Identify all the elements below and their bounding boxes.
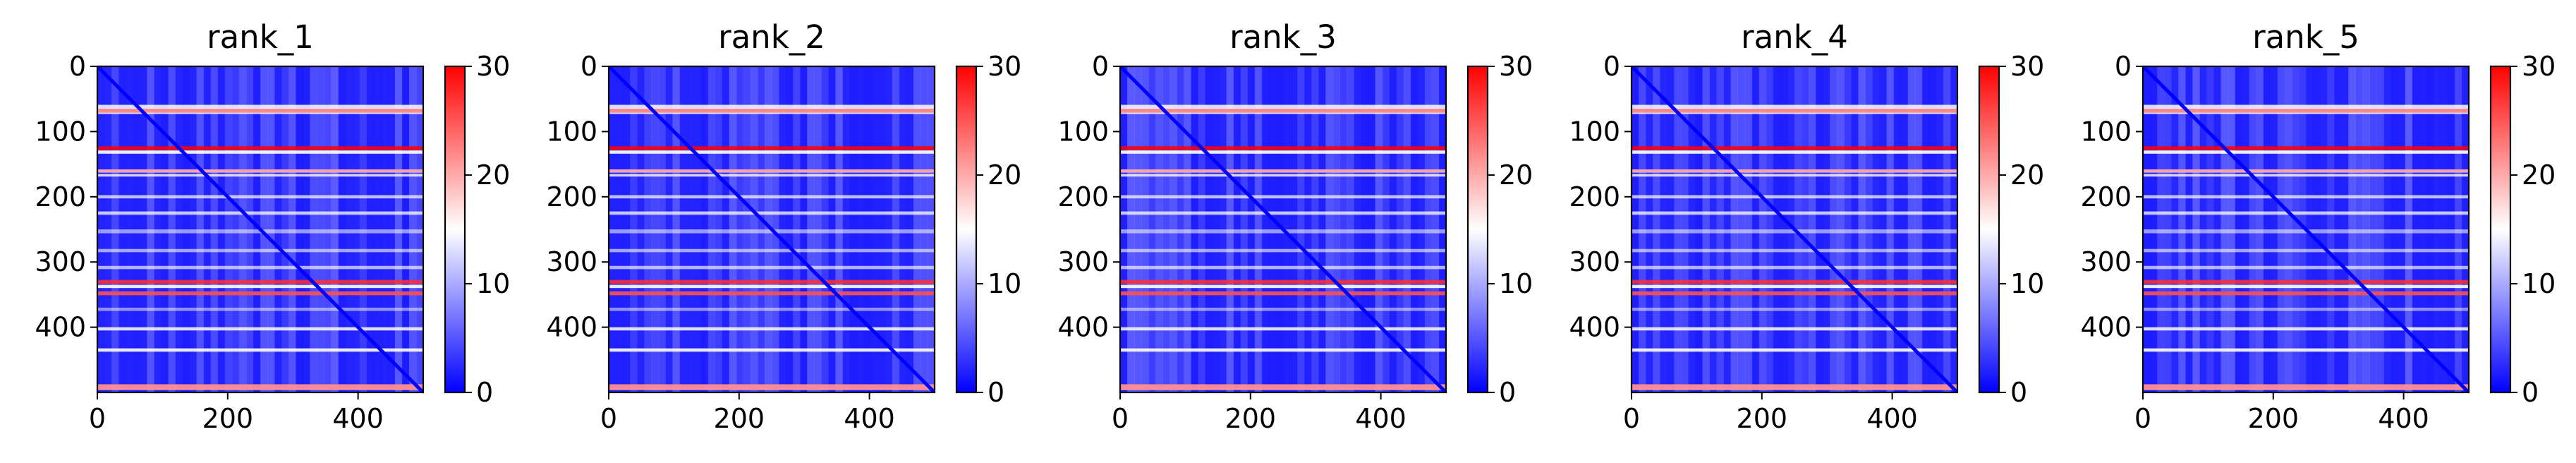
panel-title: rank_3 (1229, 18, 1337, 56)
y-tick-label: 400 (2080, 312, 2132, 343)
y-tick-label: 200 (2080, 181, 2132, 212)
colorbar-tick-label: 0 (988, 377, 1004, 408)
x-tick-label: 0 (1623, 403, 1640, 434)
colorbar: 0 10 20 30 (955, 51, 1021, 408)
x-tick-label: 200 (2248, 403, 2299, 434)
y-tick-label: 400 (1569, 312, 1620, 343)
x-tick-label: 400 (2378, 403, 2429, 434)
colorbar-tick-label: 10 (2522, 268, 2556, 299)
colorbar: 0 10 20 30 (1466, 51, 1533, 408)
colorbar-tick-label: 0 (1499, 377, 1516, 408)
colorbar-tick-label: 30 (2522, 51, 2556, 82)
y-tick-label: 200 (546, 181, 597, 212)
colorbar-tick-label: 30 (476, 51, 510, 82)
colorbar-tick-label: 0 (2522, 377, 2539, 408)
heatmap-image (97, 66, 423, 392)
heatmap-panel-1: rank_1 0 200 400 0 100 200 300 400 0 10 20 30 (35, 18, 510, 434)
y-tick-label: 300 (1569, 246, 1620, 277)
y-tick-label: 100 (2080, 116, 2132, 147)
x-tick-label: 0 (1112, 403, 1129, 434)
colorbar: 0 10 20 30 (2489, 51, 2556, 408)
heatmap-image (1632, 66, 1957, 392)
y-tick-label: 400 (35, 312, 86, 343)
panel-title: rank_5 (2252, 18, 2359, 56)
colorbar-tick-label: 0 (476, 377, 493, 408)
colorbar: 0 10 20 30 (1978, 51, 2044, 408)
y-tick-label: 300 (2080, 246, 2132, 277)
colorbar-tick-label: 20 (476, 160, 510, 191)
heatmap-panel-4: rank_4 0 200 400 0 100 200 300 400 0 10 20 30 (1569, 18, 2044, 434)
x-tick-label: 200 (1225, 403, 1277, 434)
colorbar-tick-label: 30 (1499, 51, 1533, 82)
y-tick-label: 100 (1569, 116, 1620, 147)
colorbar-tick-label: 30 (2010, 51, 2044, 82)
colorbar-tick-label: 10 (2010, 268, 2044, 299)
y-tick-label: 0 (581, 51, 597, 82)
colorbar-tick-label: 30 (988, 51, 1021, 82)
heatmap-image (1120, 66, 1446, 392)
colorbar-tick-label: 20 (2522, 160, 2556, 191)
colorbar-tick-label: 10 (988, 268, 1021, 299)
colorbar-tick-label: 10 (1499, 268, 1533, 299)
heatmap-image (609, 66, 935, 392)
colorbar-tick-label: 20 (2010, 160, 2044, 191)
y-tick-label: 0 (2115, 51, 2132, 82)
y-tick-label: 200 (35, 181, 86, 212)
x-tick-label: 0 (600, 403, 617, 434)
x-tick-label: 200 (1737, 403, 1788, 434)
colorbar-tick-label: 0 (2010, 377, 2027, 408)
x-tick-label: 400 (1355, 403, 1407, 434)
panel-title: rank_1 (207, 18, 314, 56)
colorbar-tick-label: 10 (476, 268, 510, 299)
colorbar-tick-label: 20 (988, 160, 1021, 191)
x-tick-label: 200 (714, 403, 765, 434)
heatmap-panel-5: rank_5 0 200 400 0 100 200 300 400 0 10 20 30 (2080, 18, 2556, 434)
x-tick-label: 400 (1866, 403, 1918, 434)
x-tick-label: 400 (332, 403, 384, 434)
x-tick-label: 200 (202, 403, 254, 434)
y-tick-label: 400 (546, 312, 597, 343)
y-tick-label: 200 (1057, 181, 1109, 212)
heatmap-panel-2: rank_2 0 200 400 0 100 200 300 400 0 10 20 30 (546, 18, 1021, 434)
y-tick-label: 300 (35, 246, 86, 277)
colorbar-tick-label: 20 (1499, 160, 1533, 191)
y-tick-label: 0 (1603, 51, 1620, 82)
panel-title: rank_4 (1741, 18, 1848, 56)
y-tick-label: 0 (1092, 51, 1109, 82)
y-tick-label: 200 (1569, 181, 1620, 212)
y-tick-label: 100 (1057, 116, 1109, 147)
x-tick-label: 400 (844, 403, 895, 434)
y-tick-label: 400 (1057, 312, 1109, 343)
y-tick-label: 100 (546, 116, 597, 147)
colorbar: 0 10 20 30 (444, 51, 510, 408)
x-tick-label: 0 (2134, 403, 2151, 434)
y-tick-label: 0 (69, 51, 86, 82)
heatmap-image (2143, 66, 2469, 392)
heatmap-panel-3: rank_3 0 200 400 0 100 200 300 400 0 10 20 30 (1057, 18, 1533, 434)
x-tick-label: 0 (89, 403, 106, 434)
y-tick-label: 100 (35, 116, 86, 147)
y-tick-label: 300 (1057, 246, 1109, 277)
y-tick-label: 300 (546, 246, 597, 277)
panel-title: rank_2 (718, 18, 825, 56)
